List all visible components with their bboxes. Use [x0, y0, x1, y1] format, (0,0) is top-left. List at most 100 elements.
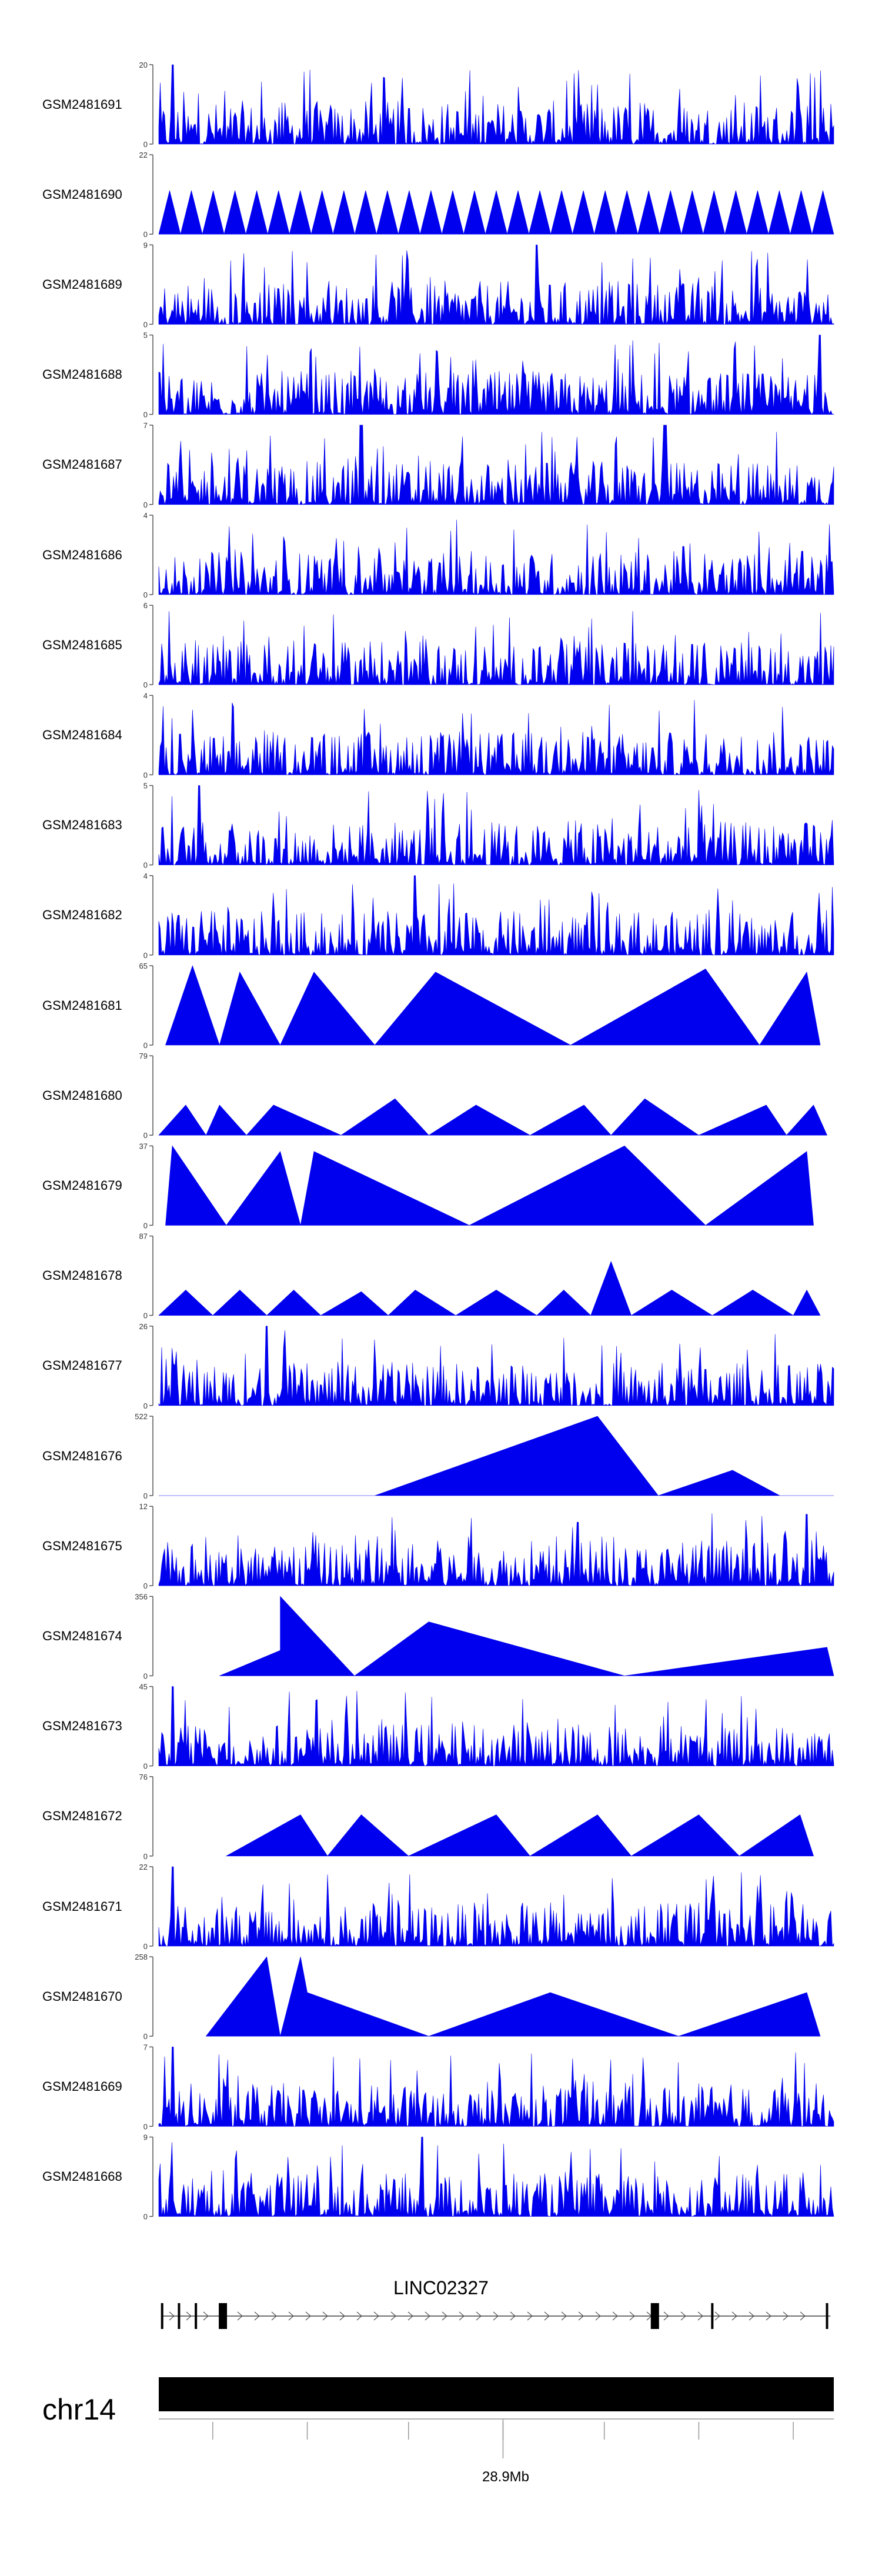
y-max-label: 7 [143, 421, 148, 430]
strand-chevron [373, 2311, 379, 2321]
y-min-label: 0 [143, 1041, 148, 1050]
y-max-label: 76 [139, 1773, 148, 1781]
coverage-area [158, 875, 834, 956]
strand-chevron [595, 2311, 601, 2321]
coverage-area [219, 1596, 834, 1676]
strand-chevron [305, 2311, 311, 2321]
y-min-label: 0 [143, 1491, 148, 1500]
y-min-label: 0 [143, 590, 148, 599]
coverage-area [158, 611, 834, 686]
track-label: GSM2481682 [42, 907, 122, 923]
y-min-label: 0 [143, 320, 148, 329]
y-min-label: 0 [143, 230, 148, 239]
strand-chevron [578, 2311, 584, 2321]
y-min-label: 0 [143, 1852, 148, 1861]
y-min-label: 0 [143, 1671, 148, 1680]
track-label: GSM2481688 [42, 367, 122, 382]
strand-chevron [612, 2311, 618, 2321]
track-label: GSM2481674 [42, 1628, 122, 1643]
strand-chevron [407, 2311, 413, 2321]
track-label: GSM2481678 [42, 1268, 122, 1283]
track-label: GSM2481685 [42, 637, 122, 652]
strand-chevron [390, 2311, 396, 2321]
gene-name: LINC02327 [393, 2277, 489, 2298]
y-max-label: 65 [139, 962, 148, 970]
coverage-area [158, 190, 834, 235]
y-min-label: 0 [143, 1581, 148, 1590]
track-label: GSM2481672 [42, 1808, 122, 1824]
axis-position-label: 28.9Mb [482, 2469, 530, 2485]
track-label: GSM2481691 [42, 96, 122, 112]
track-label: GSM2481668 [42, 2169, 122, 2184]
track-label: GSM2481679 [42, 1177, 122, 1193]
strand-chevron [731, 2311, 737, 2321]
y-min-label: 0 [143, 1942, 148, 1951]
strand-chevron [714, 2311, 720, 2321]
track-label: GSM2481670 [42, 1988, 122, 2004]
strand-chevron [680, 2311, 686, 2321]
track-label: GSM2481686 [42, 547, 122, 562]
y-max-label: 45 [139, 1683, 148, 1691]
chromosome-bar [159, 2377, 834, 2411]
y-max-label: 20 [139, 61, 148, 69]
coverage-area [205, 1956, 821, 2037]
y-max-label: 356 [135, 1592, 148, 1601]
chromosome-label: chr14 [42, 2393, 116, 2426]
strand-chevron [510, 2311, 516, 2321]
coverage-area [158, 1686, 834, 1767]
y-min-label: 0 [143, 951, 148, 960]
coverage-area [158, 64, 834, 145]
track-label: GSM2481683 [42, 817, 122, 833]
y-max-label: 258 [135, 1953, 148, 1961]
y-max-label: 37 [139, 1142, 148, 1150]
coverage-area [158, 700, 834, 776]
strand-chevron [749, 2311, 754, 2321]
strand-chevron [561, 2311, 567, 2321]
exon [178, 2303, 181, 2329]
y-min-label: 0 [143, 1221, 148, 1230]
exon [650, 2303, 659, 2329]
strand-chevron [356, 2311, 362, 2321]
y-max-label: 79 [139, 1052, 148, 1060]
track-label: GSM2481684 [42, 727, 122, 742]
y-min-label: 0 [143, 140, 148, 149]
strand-chevron [169, 2311, 175, 2321]
strand-chevron [783, 2311, 789, 2321]
track-label: GSM2481671 [42, 1898, 122, 1914]
strand-chevron [527, 2311, 533, 2321]
exon [711, 2303, 714, 2329]
y-min-label: 0 [143, 1762, 148, 1771]
coverage-area [159, 1416, 834, 1496]
track-label: GSM2481687 [42, 457, 122, 472]
track-label: GSM2481677 [42, 1358, 122, 1373]
track-label: GSM2481675 [42, 1538, 122, 1553]
exon [195, 2303, 198, 2329]
coverage-area [158, 1513, 834, 1586]
y-min-label: 0 [143, 411, 148, 419]
strand-chevron [425, 2311, 430, 2321]
coverage-area [158, 1866, 834, 1947]
track-label: GSM2481669 [42, 2078, 122, 2094]
strand-chevron [697, 2311, 703, 2321]
exon [826, 2303, 828, 2329]
y-max-label: 22 [139, 151, 148, 159]
strand-chevron [544, 2311, 550, 2321]
strand-chevron [237, 2311, 243, 2321]
y-max-label: 9 [143, 241, 148, 249]
coverage-area [158, 1098, 827, 1136]
y-min-label: 0 [143, 1312, 148, 1320]
strand-chevron [203, 2311, 209, 2321]
strand-chevron [254, 2311, 260, 2321]
strand-chevron [663, 2311, 669, 2321]
strand-chevron [476, 2311, 482, 2321]
y-min-label: 0 [143, 2122, 148, 2131]
exon [219, 2303, 228, 2329]
coverage-area [165, 965, 821, 1046]
y-max-label: 4 [143, 511, 148, 520]
y-min-label: 0 [143, 1131, 148, 1140]
coverage-area [158, 245, 834, 325]
coverage-area [158, 425, 834, 505]
coverage-area [165, 1145, 814, 1226]
